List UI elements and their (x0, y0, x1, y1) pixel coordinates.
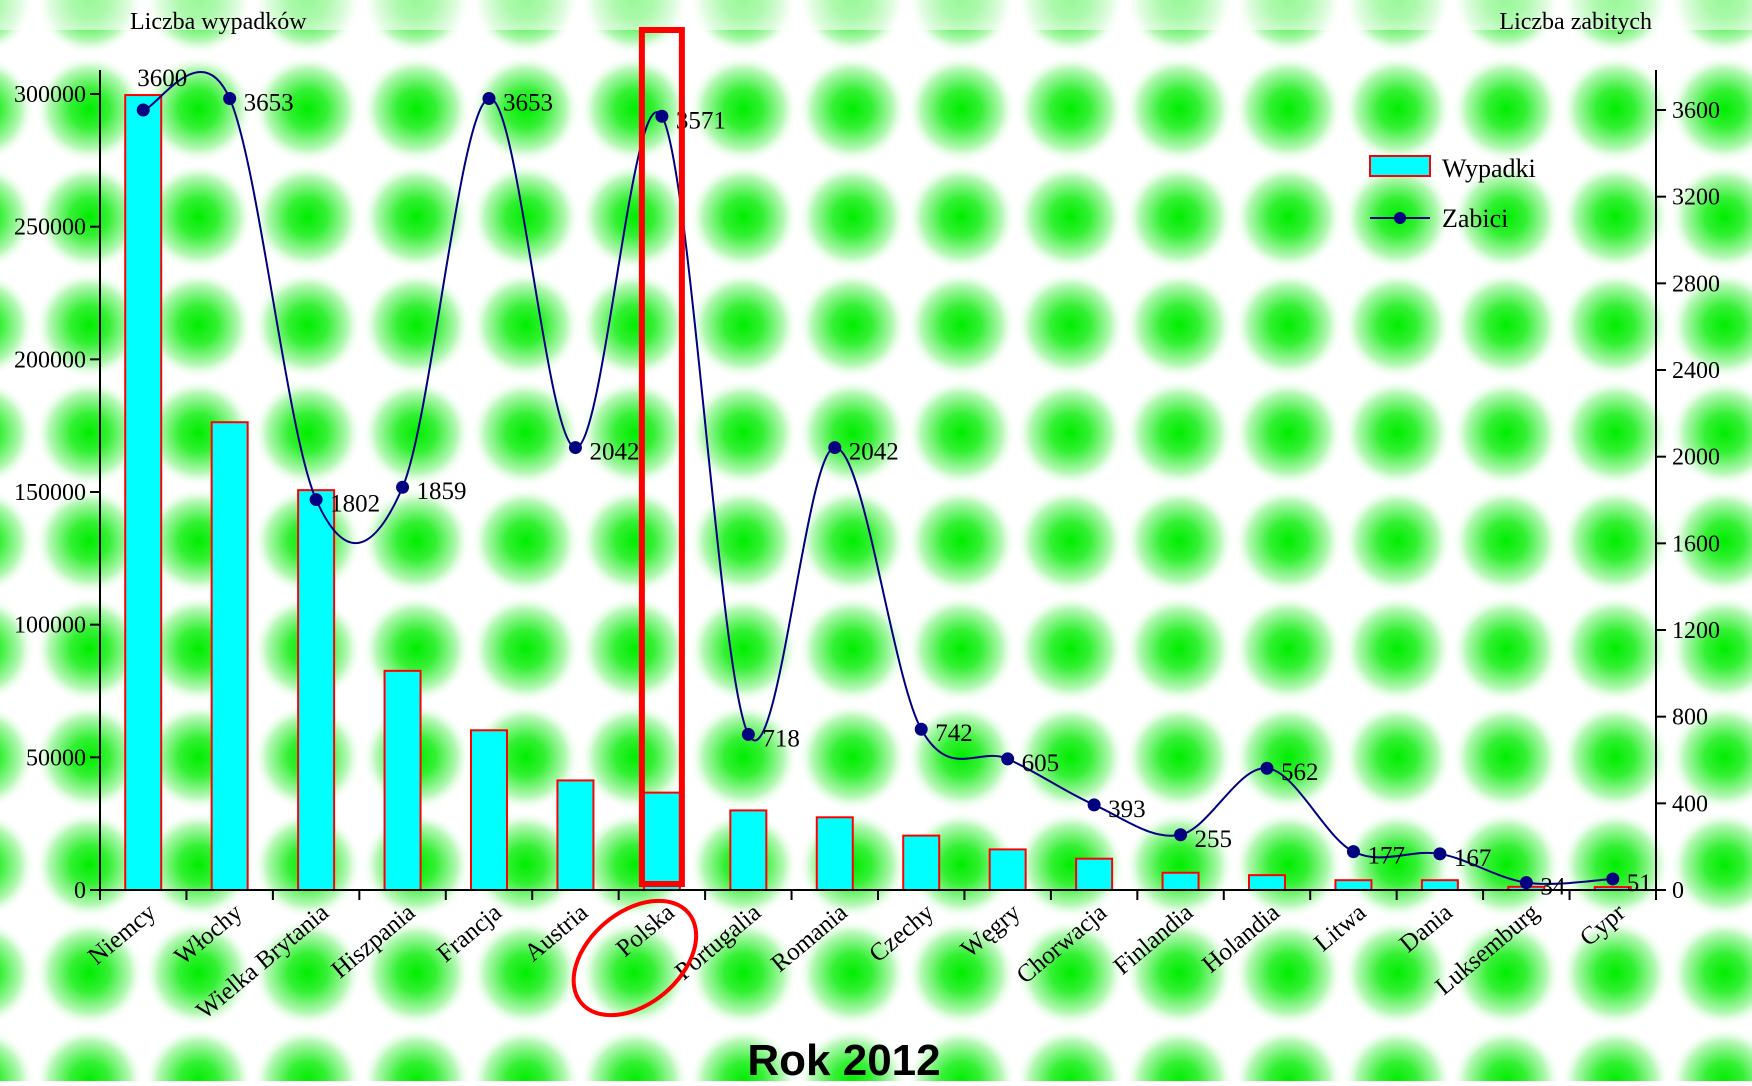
right-tick-label: 800 (1672, 705, 1708, 731)
highlight-layer (571, 27, 699, 1018)
zabici-data-label: 3653 (244, 90, 294, 117)
zabici-data-label: 393 (1108, 796, 1146, 823)
bar-francja (470, 729, 508, 892)
left-tick-label: 150000 (14, 480, 86, 506)
right-tick-label: 400 (1672, 791, 1708, 817)
bar-romania (815, 816, 854, 891)
zabici-point (396, 480, 410, 494)
bar-czechy (902, 834, 941, 892)
left-tick-label: 50000 (26, 745, 86, 771)
bar-dania (1420, 879, 1459, 892)
bar-litwa (1334, 879, 1373, 892)
bar-holandia (1248, 874, 1286, 892)
zabici-data-label: 1802 (330, 491, 380, 518)
bar-polska (642, 791, 681, 892)
highlight-rectangle (638, 27, 685, 887)
right-tick-label: 1200 (1672, 618, 1720, 644)
legend-label-wypadki: Wypadki (1442, 154, 1536, 183)
zabici-data-label: 3653 (503, 90, 553, 117)
zabici-point (309, 493, 323, 507)
zabici-point (1606, 872, 1620, 886)
zabici-data-label: 2042 (849, 439, 899, 466)
bar-niemcy (124, 94, 163, 891)
right-tick-label: 3200 (1672, 185, 1720, 211)
left-tick-label: 0 (74, 878, 86, 904)
zabici-data-label: 177 (1367, 843, 1405, 870)
zabici-point (655, 109, 669, 123)
zabici-point (1346, 845, 1360, 859)
zabici-point (1174, 828, 1188, 842)
right-tick-label: 2800 (1672, 271, 1720, 297)
right-tick-label: 2000 (1672, 445, 1720, 471)
left-tick-label: 300000 (14, 82, 86, 108)
zabici-data-label: 167 (1454, 845, 1492, 872)
right-tick-label: 3600 (1672, 98, 1720, 124)
zabici-data-label: 3600 (137, 65, 187, 92)
zabici-point (223, 92, 237, 106)
zabici-point (741, 727, 755, 741)
zabici-data-label: 2042 (589, 439, 639, 466)
bar-finlandia (1161, 871, 1200, 892)
zabici-point (914, 722, 928, 736)
left-axis-label: Liczba wypadków (130, 9, 307, 35)
bars-layer (124, 94, 1632, 892)
chart-title: Rok 2012 (747, 1036, 940, 1081)
zabici-data-label: 742 (935, 720, 973, 747)
right-tick-label: 0 (1672, 878, 1684, 904)
zabici-point (136, 103, 150, 117)
highlight-ellipse (571, 898, 699, 1018)
zabici-data-label: 562 (1281, 759, 1319, 786)
right-axis-label: Liczba zabitych (1499, 9, 1652, 35)
bar-austria (556, 779, 595, 892)
bar-włochy (210, 421, 249, 891)
bar-chorwacja (1075, 857, 1114, 892)
zabici-point (1087, 798, 1101, 812)
zabici-point (482, 92, 496, 106)
right-tick-label: 1600 (1672, 531, 1720, 557)
zabici-data-label: 255 (1195, 826, 1233, 853)
bar-węgry (988, 848, 1027, 891)
bar-portugalia (729, 809, 768, 892)
zabici-data-label: 34 (1540, 874, 1566, 901)
legend-label-zabici: Zabici (1442, 204, 1508, 233)
zabici-point (1001, 752, 1015, 766)
zabici-point (568, 441, 582, 455)
zabici-point (1260, 761, 1274, 775)
left-tick-label: 250000 (14, 215, 86, 241)
bar-hiszpania (383, 669, 422, 891)
bar-wielka-brytania (297, 489, 336, 891)
legend: Wypadki Zabici (1369, 154, 1536, 233)
left-tick-label: 100000 (14, 613, 86, 639)
zabici-data-label: 718 (762, 725, 800, 752)
left-tick-label: 200000 (14, 347, 86, 373)
zabici-data-label: 605 (1022, 750, 1060, 777)
zabici-data-label: 51 (1627, 870, 1652, 897)
right-tick-label: 2400 (1672, 358, 1720, 384)
left-header-whitespace (0, 0, 1752, 30)
line-layer (136, 71, 1620, 890)
legend-marker-zabici (1394, 212, 1406, 224)
zabici-point (1519, 876, 1533, 890)
zabici-data-label: 1859 (417, 478, 467, 505)
legend-swatch-wypadki (1369, 155, 1431, 177)
zabici-point (1433, 847, 1447, 861)
zabici-point (828, 441, 842, 455)
